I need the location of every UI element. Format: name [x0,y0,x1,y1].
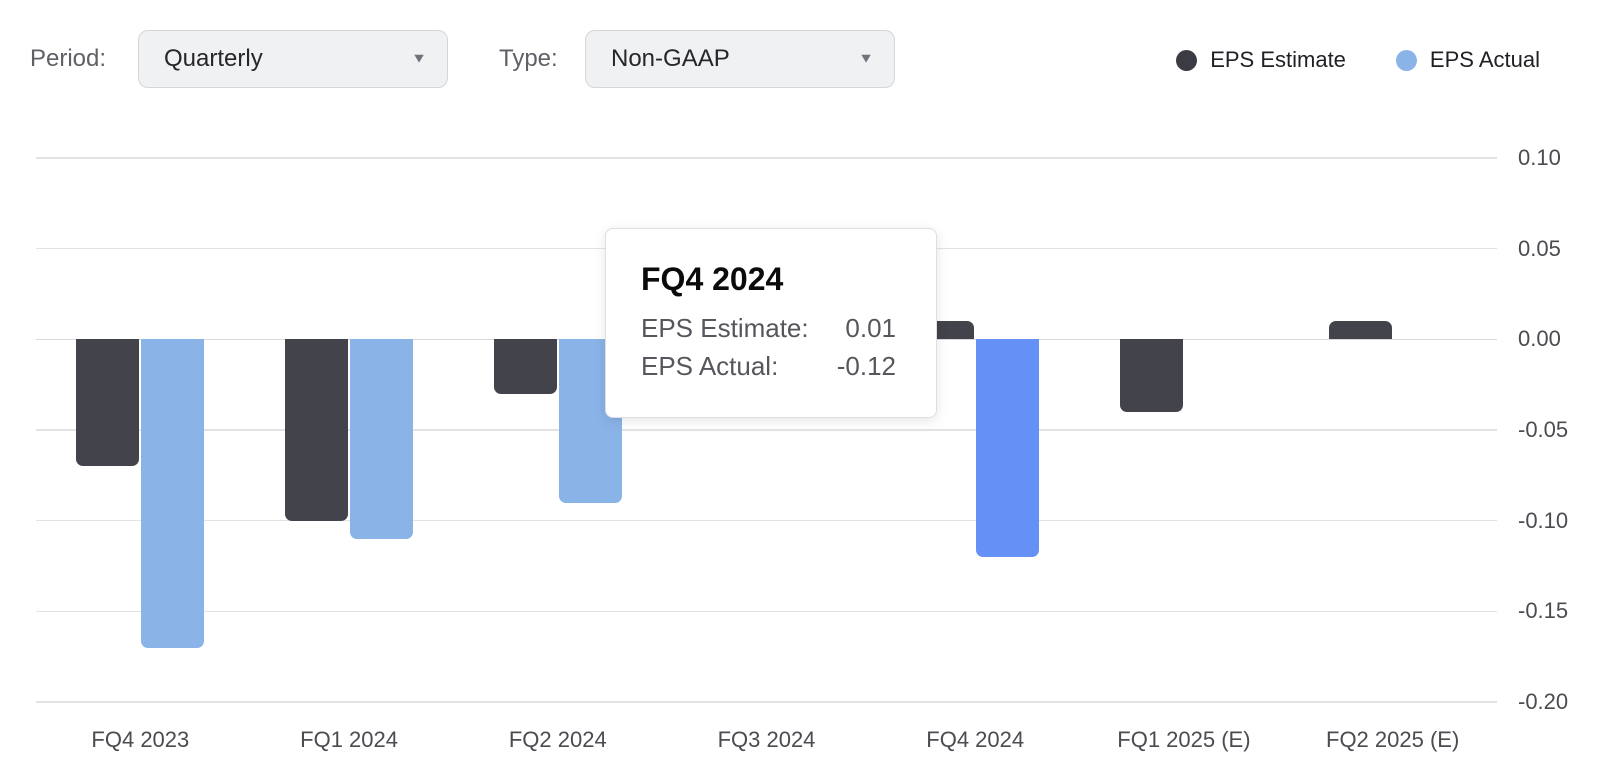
bar-eps-estimate-fq1-2024[interactable] [285,339,349,521]
tooltip-row: EPS Actual: -0.12 [641,347,896,385]
tooltip-row-label: EPS Estimate: [641,313,809,343]
y-axis-tick-label: -0.20 [1518,689,1569,714]
tooltip-rows: EPS Estimate: 0.01 EPS Actual: -0.12 [641,309,896,385]
bar-eps-estimate-fq2-2024[interactable] [493,339,557,394]
legend-item-eps-actual[interactable]: EPS Actual [1395,47,1540,73]
y-axis-tick-label: 0.00 [1518,326,1561,352]
period-dropdown-value: Quarterly [164,45,263,72]
bar-eps-actual-fq1-2024[interactable] [350,339,414,539]
period-dropdown[interactable]: Quarterly ▼ [138,30,448,88]
bar-eps-estimate-fq1-2025-e[interactable] [1119,339,1183,412]
dropdown-arrow-icon: ▼ [858,51,874,66]
type-label: Type: [499,45,558,72]
x-axis-label: FQ4 2024 [926,727,1025,752]
type-dropdown[interactable]: Non-GAAP ▼ [585,30,895,88]
y-axis-tick-label: 0.10 [1518,145,1561,170]
tooltip-row-label: EPS Actual: [641,351,779,381]
x-axis-label: FQ3 2024 [717,727,816,752]
legend-dot-icon [1176,49,1198,71]
tooltip-title: FQ4 2024 [641,261,784,297]
tooltip: FQ4 2024 EPS Estimate: 0.01 EPS Actual: -0.… [605,228,937,418]
y-axis-tick-label: -0.05 [1518,417,1569,442]
x-axis-label: FQ2 2024 [508,727,607,752]
x-axis-label: FQ1 2024 [300,727,398,752]
legend-dot-icon [1395,49,1417,71]
bar-eps-actual-fq4-2023[interactable] [141,339,205,648]
bar-eps-actual-fq4-2024[interactable] [976,339,1040,557]
bar-eps-estimate-fq4-2023[interactable] [76,339,140,467]
type-dropdown-value: Non-GAAP [611,45,730,72]
gridline [36,429,1497,431]
gridline [36,157,1497,159]
tooltip-row-value: -0.12 [836,351,896,381]
gridline [36,519,1497,522]
tooltip-row: EPS Estimate: 0.01 [641,309,896,347]
legend-item-label: EPS Actual [1429,47,1540,72]
tooltip-row-value: 0.01 [845,313,896,343]
x-axis-label: FQ2 2025 (E) [1326,727,1460,752]
legend-item-label: EPS Estimate [1210,47,1346,72]
y-axis-tick-label: 0.05 [1518,235,1561,261]
legend-item-eps-estimate[interactable]: EPS Estimate [1176,47,1346,73]
period-label: Period: [30,45,107,72]
bar-eps-estimate-fq2-2025-e[interactable] [1328,321,1392,340]
y-axis-tick-label: -0.10 [1518,507,1569,533]
x-axis-label: FQ4 2023 [91,727,190,752]
x-axis-label: FQ1 2025 (E) [1117,727,1251,752]
dropdown-arrow-icon: ▼ [411,51,427,66]
gridline [36,610,1497,613]
legend: EPS Estimate EPS Actual [1176,47,1540,73]
y-axis-tick-label: -0.15 [1518,598,1569,624]
gridline [36,701,1497,703]
